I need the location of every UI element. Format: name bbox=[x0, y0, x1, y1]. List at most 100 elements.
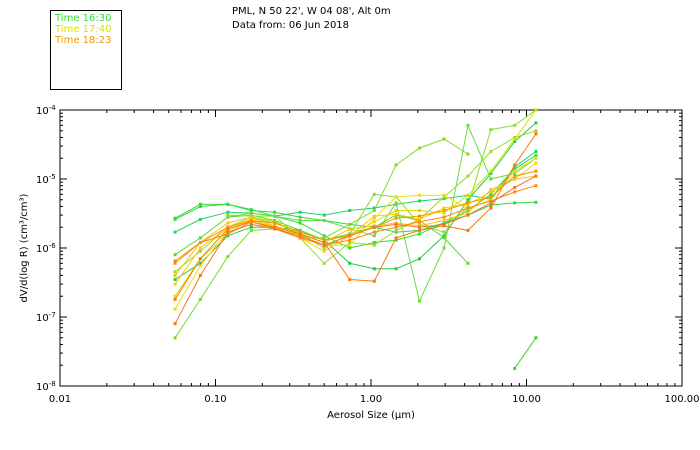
data-point-s04 bbox=[372, 267, 376, 271]
data-point-s03 bbox=[372, 241, 376, 244]
data-point-s16 bbox=[394, 236, 398, 240]
y-tick-label: 10-8 bbox=[36, 380, 56, 393]
series-line-s13 bbox=[174, 162, 537, 285]
data-point-s13 bbox=[534, 161, 538, 165]
x-axis-label: Aerosol Size (μm) bbox=[327, 410, 415, 421]
data-point-s08 bbox=[372, 243, 376, 247]
data-point-s18 bbox=[442, 222, 446, 226]
data-point-s18 bbox=[226, 230, 230, 234]
data-point-s16 bbox=[466, 228, 470, 232]
data-point-s15 bbox=[394, 216, 398, 220]
data-point-s06 bbox=[226, 255, 230, 259]
data-point-s03 bbox=[489, 192, 493, 196]
data-point-s17 bbox=[173, 259, 177, 263]
data-point-s14 bbox=[442, 219, 446, 222]
data-point-s08 bbox=[226, 213, 230, 217]
data-point-s12 bbox=[372, 216, 376, 220]
data-point-s12 bbox=[418, 193, 421, 197]
data-point-s11 bbox=[372, 220, 376, 224]
data-point-s02 bbox=[348, 209, 352, 212]
data-point-s16 bbox=[418, 228, 421, 232]
data-point-s13 bbox=[394, 212, 398, 216]
data-point-s02 bbox=[322, 213, 326, 217]
data-point-s03 bbox=[173, 216, 177, 220]
data-point-s17 bbox=[198, 241, 202, 244]
data-point-s16 bbox=[372, 279, 376, 283]
data-point-s12 bbox=[226, 228, 230, 232]
data-point-s01 bbox=[198, 205, 202, 208]
data-point-s07 bbox=[442, 230, 446, 234]
data-point-s11 bbox=[173, 294, 177, 298]
data-point-s15 bbox=[442, 209, 446, 212]
data-point-s06 bbox=[418, 146, 421, 150]
data-point-s17 bbox=[394, 225, 398, 229]
date-info: Data from: 06 Jun 2018 bbox=[232, 20, 350, 31]
data-point-s12 bbox=[534, 156, 538, 160]
data-point-s05 bbox=[198, 236, 202, 240]
data-point-s11 bbox=[513, 137, 517, 141]
data-point-s12 bbox=[394, 195, 398, 199]
data-point-s13 bbox=[198, 246, 202, 250]
data-point-s15 bbox=[466, 201, 470, 205]
legend-item-3: Time 18:23 bbox=[55, 35, 112, 46]
data-point-s18 bbox=[418, 225, 421, 229]
data-point-s09 bbox=[466, 123, 470, 127]
data-point-s16 bbox=[348, 278, 352, 281]
data-point-s17 bbox=[513, 190, 517, 194]
data-point-s13 bbox=[322, 249, 326, 253]
data-point-s02 bbox=[534, 150, 538, 153]
data-point-s04 bbox=[173, 278, 177, 281]
data-point-s02 bbox=[226, 210, 230, 214]
data-point-s16 bbox=[534, 132, 538, 136]
data-point-s14 bbox=[249, 215, 253, 219]
data-point-s04 bbox=[489, 172, 493, 175]
data-point-s14 bbox=[513, 177, 517, 181]
data-point-s15 bbox=[489, 195, 493, 199]
data-point-s03 bbox=[198, 202, 202, 206]
data-point-s04 bbox=[198, 261, 202, 265]
data-point-s01 bbox=[394, 230, 398, 234]
data-point-s08 bbox=[489, 150, 493, 153]
data-point-s16 bbox=[298, 232, 302, 236]
data-point-s15 bbox=[534, 169, 538, 173]
series-line-s08 bbox=[227, 130, 537, 264]
x-tick-label: 10.00 bbox=[512, 394, 541, 405]
data-point-s07 bbox=[348, 232, 352, 236]
data-point-s03 bbox=[348, 246, 352, 250]
data-point-s06 bbox=[198, 297, 202, 301]
data-point-s18 bbox=[298, 234, 302, 238]
plot-frame bbox=[59, 109, 683, 387]
data-point-s14 bbox=[173, 274, 177, 277]
data-point-s03 bbox=[418, 232, 421, 236]
x-tick-label: 0.10 bbox=[204, 394, 226, 405]
data-point-s16 bbox=[198, 257, 202, 261]
data-point-s01 bbox=[273, 210, 277, 214]
data-point-s05 bbox=[442, 236, 446, 240]
data-point-s17 bbox=[442, 215, 446, 219]
data-point-s09 bbox=[394, 201, 398, 205]
data-point-s04 bbox=[513, 140, 517, 143]
series-line-s03 bbox=[174, 154, 537, 249]
data-point-s04 bbox=[418, 257, 421, 261]
data-point-s03 bbox=[394, 238, 398, 242]
data-point-s16 bbox=[322, 241, 326, 244]
data-point-s17 bbox=[372, 230, 376, 234]
data-point-s06 bbox=[466, 152, 470, 156]
data-point-s15 bbox=[418, 214, 421, 218]
data-point-s03 bbox=[249, 208, 253, 212]
data-point-s03 bbox=[534, 153, 538, 157]
data-point-s03 bbox=[466, 209, 470, 212]
data-point-s11 bbox=[442, 211, 446, 215]
data-point-s01 bbox=[513, 201, 517, 205]
series-line-s02 bbox=[174, 151, 537, 233]
y-tick-label: 10-4 bbox=[36, 104, 56, 117]
series-line-s14 bbox=[174, 175, 536, 276]
data-point-s06 bbox=[322, 236, 326, 240]
data-point-s04 bbox=[466, 198, 470, 202]
data-point-s15 bbox=[226, 225, 230, 229]
data-point-s06 bbox=[348, 222, 352, 226]
data-point-s07 bbox=[173, 270, 177, 274]
data-point-s18 bbox=[534, 174, 538, 178]
x-tick-label: 1.00 bbox=[360, 394, 382, 405]
data-point-s18 bbox=[348, 234, 352, 238]
